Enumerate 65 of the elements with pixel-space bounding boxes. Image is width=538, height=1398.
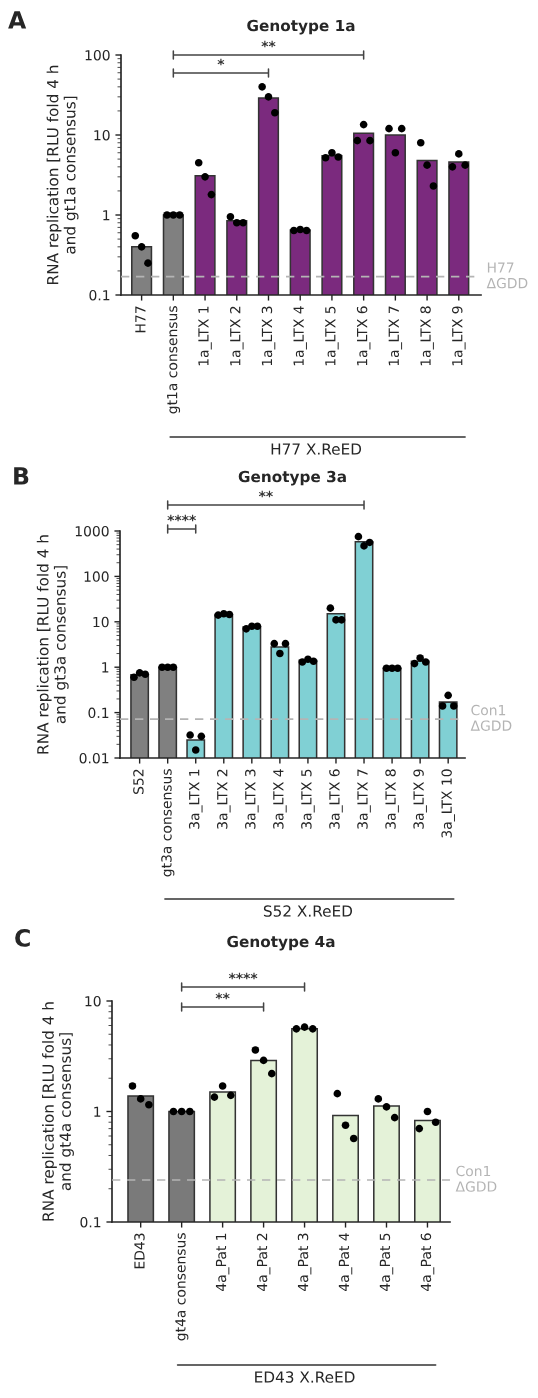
x-tick-label: H77 bbox=[135, 306, 146, 333]
x-tick-label: 3a_LTX 10 bbox=[441, 769, 455, 838]
text: ED43 X.ReED bbox=[255, 1371, 355, 1383]
x-tick-label: 4a_Pat 6 bbox=[420, 1233, 435, 1291]
y-tick-label: 0.01 bbox=[79, 752, 109, 764]
x-tick-label: 3a_LTX 8 bbox=[385, 769, 399, 829]
ref-line-label: Con1 ΔGDD bbox=[455, 1165, 497, 1192]
x-tick-label: 3a_LTX 3 bbox=[245, 769, 259, 829]
chart-title: Genotype 3a bbox=[238, 470, 346, 486]
x-tick-label: 1a_LTX 2 bbox=[229, 306, 244, 366]
text: H77 X.ReED bbox=[271, 443, 362, 455]
y-tick-label: 0.1 bbox=[88, 707, 109, 719]
x-tick-label: gt1a consensus bbox=[167, 306, 181, 414]
y-tick-label: 100 bbox=[85, 49, 110, 61]
text: ** bbox=[261, 40, 276, 48]
y-axis-title: RNA replication [RLU fold 4 h and gt1a consensus] bbox=[46, 65, 79, 284]
y-tick-label: 10 bbox=[93, 616, 109, 628]
x-tick-label: 3a_LTX 9 bbox=[413, 769, 427, 829]
y-tick-label: 1000 bbox=[75, 525, 109, 537]
text: A bbox=[8, 11, 27, 29]
y-axis-title: RNA replication [RLU fold 4 h and gt4a consensus] bbox=[42, 1002, 74, 1221]
x-tick-label: 1a_LTX 7 bbox=[388, 306, 403, 366]
text: C bbox=[15, 928, 30, 947]
x-tick-label: 3a_LTX 2 bbox=[216, 769, 231, 829]
chart-title: Genotype 1a bbox=[247, 19, 355, 35]
x-tick-label: 4a_Pat 3 bbox=[297, 1233, 312, 1291]
y-tick-label: 10 bbox=[85, 995, 101, 1007]
ref-line-label: Con1 ΔGDD bbox=[470, 704, 512, 731]
x-tick-label: 3a_LTX 5 bbox=[301, 769, 315, 829]
x-tick-label: gt4a consensus bbox=[175, 1233, 189, 1341]
x-tick-label: 3a_LTX 1 bbox=[188, 769, 203, 829]
x-tick-label: 1a_LTX 3 bbox=[261, 306, 276, 366]
text: S52 X.ReED bbox=[263, 905, 353, 917]
text: ** bbox=[258, 490, 273, 498]
x-tick-label: gt3a consensus bbox=[161, 769, 175, 877]
x-tick-label: 1a_LTX 8 bbox=[420, 306, 434, 366]
x-tick-label: 1a_LTX 1 bbox=[198, 306, 212, 366]
y-tick-label: 1 bbox=[103, 210, 110, 221]
y-tick-label: 100 bbox=[84, 571, 109, 582]
x-tick-label: 1a_LTX 5 bbox=[325, 306, 339, 366]
y-tick-label: 1 bbox=[102, 662, 109, 673]
text: **** bbox=[167, 514, 196, 522]
x-tick-label: S52 bbox=[133, 769, 144, 794]
y-tick-label: 0.1 bbox=[89, 289, 110, 301]
x-tick-label: 1a_LTX 6 bbox=[356, 306, 371, 366]
y-tick-label: 1 bbox=[94, 1106, 101, 1117]
x-tick-label: 4a_Pat 5 bbox=[379, 1233, 394, 1291]
x-tick-label: 1a_LTX 4 bbox=[293, 306, 307, 366]
x-tick-label: 3a_LTX 4 bbox=[273, 769, 287, 829]
text: **** bbox=[228, 972, 258, 980]
x-tick-label: 3a_LTX 6 bbox=[329, 769, 343, 829]
x-tick-label: 4a_Pat 2 bbox=[256, 1233, 271, 1291]
annotation: * bbox=[217, 58, 225, 66]
y-tick-label: 0.1 bbox=[80, 1216, 101, 1228]
y-tick-label: 10 bbox=[94, 129, 110, 141]
text: ** bbox=[215, 992, 230, 1000]
y-axis-title: RNA replication [RLU fold 4 h and gt3a consensus] bbox=[36, 535, 69, 754]
ref-line-label: H77 ΔGDD bbox=[486, 262, 528, 289]
chart-title: Genotype 4a bbox=[227, 935, 335, 951]
text: B bbox=[14, 467, 29, 485]
x-tick-label: ED43 bbox=[134, 1233, 145, 1269]
x-tick-label: 4a_Pat 1 bbox=[215, 1233, 230, 1291]
x-tick-label: 1a_LTX 9 bbox=[452, 306, 466, 366]
x-tick-label: 3a_LTX 7 bbox=[357, 769, 371, 829]
x-tick-label: 4a_Pat 4 bbox=[338, 1233, 353, 1291]
